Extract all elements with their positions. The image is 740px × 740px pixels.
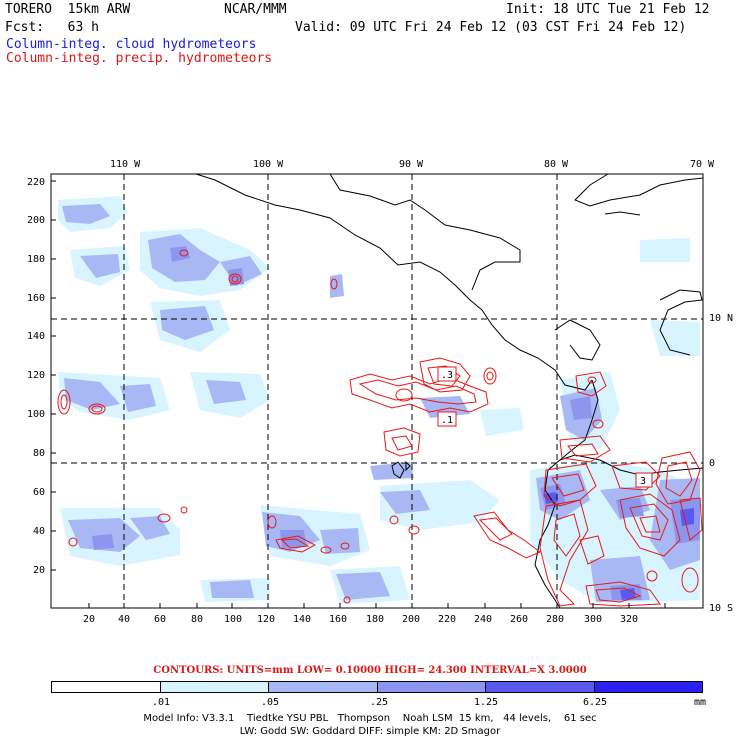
legend-unit: mm — [694, 697, 707, 708]
x-tick-label: 280 — [546, 614, 565, 625]
x-tick-label: 260 — [510, 614, 529, 625]
forecast-hour: Fcst: 63 h — [5, 20, 99, 35]
y-tick-label: 100 — [27, 409, 46, 420]
legend-label: .05 — [261, 697, 280, 708]
y-tick-label: 180 — [27, 254, 46, 265]
valid-time: Valid: 09 UTC Fri 24 Feb 12 (03 CST Fri … — [295, 20, 687, 35]
model-info: Model Info: V3.3.1 Tiedtke YSU PBL Thomp… — [143, 713, 597, 724]
x-tick-label: 160 — [329, 614, 348, 625]
y-tick-label: 60 — [33, 487, 46, 498]
x-tick-label: 220 — [438, 614, 457, 625]
x-tick-label: 120 — [257, 614, 276, 625]
lat-label: 0 — [709, 458, 716, 469]
legend-label: 1.25 — [474, 697, 499, 708]
coastlines — [195, 173, 704, 609]
legend-label: .25 — [370, 697, 389, 708]
x-tick-label: 180 — [366, 614, 385, 625]
precip-contours — [57, 249, 703, 607]
lon-label: 110 W — [110, 159, 141, 170]
contour-label: .3 — [441, 370, 453, 381]
lat-lon-grid — [51, 174, 703, 608]
lat-label: 10 S — [709, 603, 734, 614]
lon-label: 90 W — [399, 159, 424, 170]
lat-label: 10 N — [709, 313, 734, 324]
y-tick-label: 40 — [33, 526, 46, 537]
contour-info: CONTOURS: UNITS=mm LOW= 0.10000 HIGH= 24… — [153, 665, 587, 676]
x-tick-label: 140 — [293, 614, 312, 625]
legend-swatch — [160, 682, 269, 692]
lon-label: 100 W — [253, 159, 284, 170]
model-title: TORERO 15km ARW — [5, 2, 131, 17]
legend-swatch — [269, 682, 378, 692]
contour-label: .1 — [441, 415, 453, 426]
axis-ticks — [51, 180, 666, 608]
model-info-physics: LW: Godd SW: Goddard DIFF: simple KM: 2D… — [239, 726, 501, 737]
lon-label: 80 W — [544, 159, 569, 170]
field-precip-label: Column-integ. precip. hydrometeors — [6, 51, 273, 66]
legend-swatch — [377, 682, 486, 692]
y-tick-label: 220 — [27, 177, 46, 188]
legend-swatch — [486, 682, 595, 692]
contour-label: 3 — [640, 476, 646, 487]
contour-label-boxes — [437, 366, 653, 488]
x-tick-label: 300 — [584, 614, 603, 625]
x-tick-label: 320 — [620, 614, 639, 625]
lon-label: 70 W — [690, 159, 715, 170]
x-tick-label: 40 — [118, 614, 131, 625]
y-tick-label: 160 — [27, 293, 46, 304]
legend-swatch — [594, 682, 702, 692]
y-tick-label: 120 — [27, 370, 46, 381]
x-tick-label: 200 — [402, 614, 421, 625]
y-tick-label: 200 — [27, 215, 46, 226]
legend-swatch — [52, 682, 161, 692]
legend-label: 6.25 — [583, 697, 608, 708]
y-tick-label: 80 — [33, 448, 46, 459]
color-legend — [51, 681, 703, 693]
y-tick-label: 20 — [33, 565, 46, 576]
y-tick-label: 140 — [27, 331, 46, 342]
x-tick-label: 100 — [224, 614, 243, 625]
center-label: NCAR/MMM — [224, 2, 287, 17]
field-cloud-label: Column-integ. cloud hydrometeors — [6, 37, 257, 52]
legend-label: .01 — [152, 697, 171, 708]
x-tick-label: 20 — [83, 614, 96, 625]
x-tick-label: 60 — [154, 614, 167, 625]
init-time: Init: 18 UTC Tue 21 Feb 12 — [506, 2, 710, 17]
x-tick-label: 240 — [474, 614, 493, 625]
x-tick-label: 80 — [191, 614, 204, 625]
